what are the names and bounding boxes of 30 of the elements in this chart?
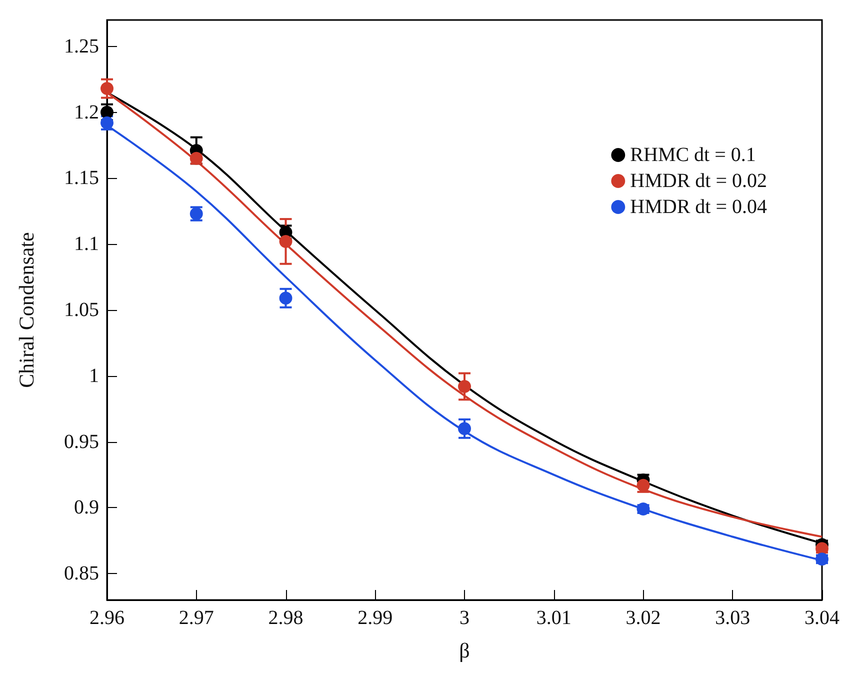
x-tick-label: 3 [460, 607, 470, 629]
point [458, 380, 471, 393]
y-tick-label: 1.15 [64, 167, 99, 190]
x-tick-label: 3.01 [536, 607, 572, 629]
point [100, 116, 114, 130]
y-tick-label: 1.2 [74, 101, 99, 124]
legend-label: RHMC dt = 0.1 [630, 144, 756, 166]
y-tick-label: 1 [89, 364, 99, 387]
x-axis-title: β [459, 638, 470, 662]
point [816, 542, 828, 556]
x-tick-label: 3.04 [804, 607, 840, 629]
y-axis-title: Chiral Condensate [14, 232, 38, 388]
y-tick-label: 1.05 [64, 299, 99, 321]
x-tick-label: 2.96 [90, 607, 124, 629]
point [279, 234, 292, 248]
y-tick-label: 1.1 [74, 233, 99, 256]
x-tick-label: 2.98 [268, 607, 304, 629]
y-tick-label: 0.9 [74, 496, 99, 519]
y-tick-label: 1.25 [64, 35, 99, 58]
x-tick-label: 3.02 [626, 607, 661, 629]
y-tick-label: 0.95 [64, 430, 99, 453]
legend-label: HMDR dt = 0.02 [630, 170, 768, 192]
point [279, 292, 292, 305]
x-tick-label: 2.97 [178, 607, 214, 629]
point [100, 82, 114, 96]
x-tick-label: 3.03 [715, 607, 750, 629]
y-tick-label: 0.85 [64, 562, 99, 585]
legend-label: HMDR dt = 0.04 [630, 196, 768, 218]
point [458, 422, 471, 436]
x-tick-label: 2.99 [358, 607, 393, 629]
